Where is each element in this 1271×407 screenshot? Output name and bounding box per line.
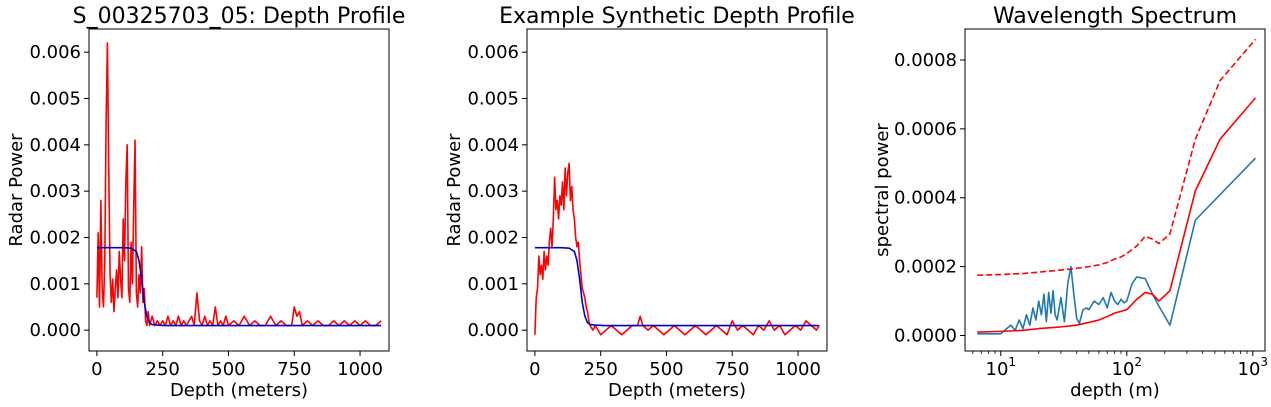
x-tick-exponent: 2 <box>1134 355 1142 369</box>
series-line-3 <box>977 38 1257 277</box>
y-tick-label: 0.004 <box>467 135 519 156</box>
x-tick-exponent: 3 <box>1260 355 1268 369</box>
y-tick-label: 0.004 <box>29 135 81 156</box>
series-line-2 <box>96 246 382 327</box>
x-tick-label: 250 <box>584 359 618 380</box>
y-tick-label: 0.005 <box>467 88 519 109</box>
x-tick-base: 10 <box>986 359 1009 380</box>
y-tick-label: 0.003 <box>467 181 519 202</box>
y-axis-label: Radar Power <box>444 133 465 247</box>
series-line-1 <box>534 162 820 336</box>
series-group <box>534 162 820 336</box>
y-tick-label: 0.005 <box>29 88 81 109</box>
chart-title: Wavelength Spectrum <box>993 4 1237 29</box>
chart-title: S_00325703_05: Depth Profile <box>73 4 406 29</box>
chart-panel-2: 0.000 0.001 0.002 0.003 0.004 0.005 0.006 0 250 5… <box>444 4 855 401</box>
x-tick-base: 10 <box>1112 359 1135 380</box>
series-line-2 <box>534 246 820 327</box>
y-tick-label: 0.0006 <box>894 119 957 140</box>
x-tick-label: 750 <box>277 359 311 380</box>
chart-title: Example Synthetic Depth Profile <box>499 4 855 29</box>
x-tick-label: 0 <box>529 359 540 380</box>
x-tick-label: 500 <box>211 359 245 380</box>
series-group <box>96 42 382 327</box>
x-tick-label: 102 <box>1112 355 1143 380</box>
y-tick-label: 0.000 <box>467 320 519 341</box>
x-tick-label: 0 <box>91 359 102 380</box>
y-tick-label: 0.001 <box>29 274 81 295</box>
y-tick-label: 0.0000 <box>894 326 957 347</box>
plot-frame <box>88 28 390 352</box>
x-tick-label: 750 <box>715 359 749 380</box>
y-tick-label: 0.0002 <box>894 257 957 278</box>
y-tick-label: 0.0004 <box>894 188 957 209</box>
y-tick-label: 0.006 <box>29 42 81 63</box>
x-tick-label: 1000 <box>775 359 821 380</box>
series-line-2 <box>977 97 1257 333</box>
x-axis-label: Depth (meters) <box>608 380 746 401</box>
plot-frame <box>526 28 828 352</box>
x-tick-exponent: 1 <box>1008 355 1016 369</box>
y-tick-label: 0.0008 <box>894 50 957 71</box>
x-tick-base: 10 <box>1238 359 1261 380</box>
x-tick-label: 500 <box>649 359 683 380</box>
y-tick-label: 0.002 <box>467 227 519 248</box>
series-line-1 <box>96 42 382 327</box>
y-tick-label: 0.001 <box>467 274 519 295</box>
y-axis-label: Radar Power <box>6 133 27 247</box>
y-tick-label: 0.002 <box>29 227 81 248</box>
y-axis-label: spectral power <box>872 123 893 257</box>
x-tick-label: 1000 <box>337 359 383 380</box>
x-axis-label: depth (m) <box>1070 380 1160 401</box>
x-tick-label: 101 <box>986 355 1017 380</box>
series-line-1 <box>977 157 1257 335</box>
y-tick-label: 0.006 <box>467 42 519 63</box>
x-axis-label: Depth (meters) <box>170 380 308 401</box>
series-group <box>977 38 1257 335</box>
y-tick-label: 0.003 <box>29 181 81 202</box>
chart-panel-1: 0.000 0.001 0.002 0.003 0.004 0.005 0.006 0 250 5… <box>6 4 405 401</box>
x-tick-label: 250 <box>146 359 180 380</box>
plot-frame <box>964 28 1266 352</box>
y-tick-label: 0.000 <box>29 320 81 341</box>
x-tick-label: 103 <box>1238 355 1269 380</box>
